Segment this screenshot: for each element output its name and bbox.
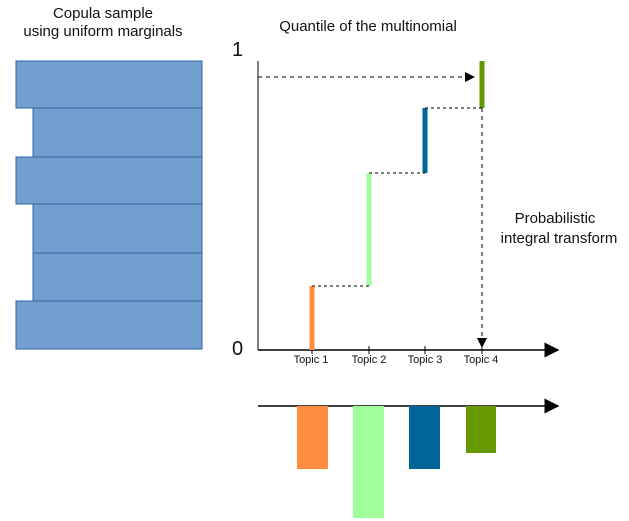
copula-bar-4	[32, 203, 203, 254]
copula-sample-stack	[15, 60, 203, 350]
copula-bar-1	[15, 60, 203, 109]
left-title-line2: using uniform marginals	[23, 23, 182, 40]
copula-bar-2	[32, 107, 203, 158]
marginal-bar-topic4	[466, 406, 496, 453]
marginal-bar-topic2	[353, 406, 384, 518]
topic1-label: Topic 1	[294, 354, 329, 366]
marginal-bar-topic1	[297, 406, 328, 469]
copula-bar-6	[15, 300, 203, 350]
topic3-label: Topic 3	[408, 354, 443, 366]
topic4-label: Topic 4	[464, 354, 499, 366]
topic2-label: Topic 2	[352, 354, 387, 366]
right-title: Quantile of the multinomial	[279, 18, 457, 35]
left-title-line1: Copula sample	[53, 5, 153, 22]
copula-bar-3	[15, 156, 203, 205]
marginal-bar-topic3	[409, 406, 440, 469]
y-axis-bottom-label: 0	[232, 338, 243, 360]
pit-label-line1: Probabilistic	[515, 210, 596, 227]
pit-label-line2: integral transform	[501, 230, 618, 247]
y-axis-top-label: 1	[232, 39, 243, 61]
copula-bar-5	[32, 252, 203, 302]
